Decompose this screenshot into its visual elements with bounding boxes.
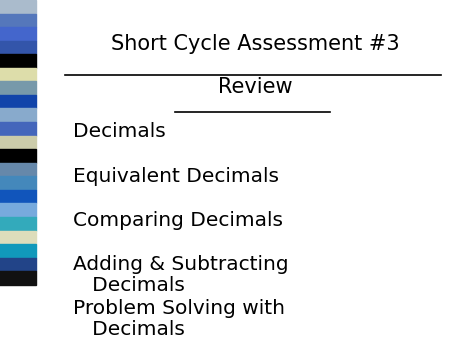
Bar <box>0 231 36 244</box>
Text: Comparing Decimals: Comparing Decimals <box>73 211 284 230</box>
Bar <box>0 176 36 190</box>
Bar <box>0 81 36 95</box>
Bar <box>0 41 36 54</box>
Bar <box>0 163 36 176</box>
Bar <box>0 54 36 68</box>
Text: Adding & Subtracting
   Decimals: Adding & Subtracting Decimals <box>73 255 289 295</box>
Bar <box>0 217 36 231</box>
Bar <box>0 203 36 217</box>
Bar <box>0 258 36 271</box>
Text: Review: Review <box>218 77 292 97</box>
Bar <box>0 136 36 149</box>
Bar <box>0 244 36 258</box>
Bar <box>0 68 36 81</box>
Bar <box>0 271 36 285</box>
Bar <box>0 190 36 203</box>
Text: Equivalent Decimals: Equivalent Decimals <box>73 167 279 186</box>
Bar <box>0 149 36 163</box>
Bar <box>0 122 36 136</box>
Text: Short Cycle Assessment #3: Short Cycle Assessment #3 <box>111 34 400 54</box>
Bar <box>0 27 36 41</box>
Bar <box>0 95 36 108</box>
Text: Decimals: Decimals <box>73 122 166 141</box>
Bar <box>0 0 36 14</box>
Bar <box>0 108 36 122</box>
Text: Problem Solving with
   Decimals: Problem Solving with Decimals <box>73 299 285 338</box>
Bar <box>0 14 36 27</box>
